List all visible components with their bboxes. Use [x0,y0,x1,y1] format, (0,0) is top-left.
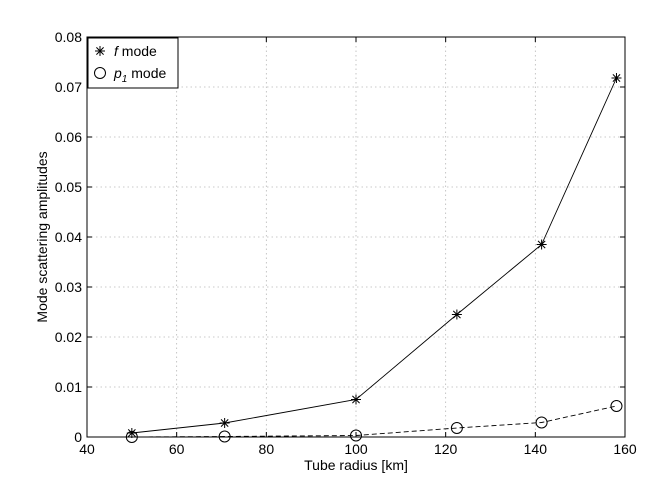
grid [87,37,625,437]
y-tick-label: 0.07 [55,79,82,95]
series-1-point [351,394,361,405]
x-tick-label: 140 [524,441,548,457]
x-tick-label: 100 [344,441,368,457]
x-tick-label: 80 [259,441,275,457]
x-tick-label: 120 [434,441,458,457]
legend-label-italic: f [114,43,120,59]
asterisk-stroke [220,419,229,427]
series-1-point [219,418,230,428]
legend-label-rest: mode [118,43,157,59]
series-line-1 [131,77,617,434]
x-axis-label: Tube radius [km] [304,457,408,473]
asterisk-stroke [96,47,104,55]
x-tick-label: 40 [79,441,95,457]
legend-label-italic: p [113,65,122,81]
y-tick-label: 0 [74,429,82,445]
series-2-point [610,400,623,412]
legend-label-1: f mode [114,43,157,59]
legend-label-2: p1 mode [113,65,166,85]
y-tick-label: 0.05 [55,179,82,195]
legend-marker-1 [95,46,105,56]
asterisk-stroke [452,310,461,319]
series-layer [125,73,623,443]
legend-label-subscript: 1 [122,74,128,85]
y-tick-label: 0.03 [55,279,82,295]
series-2-point [350,429,362,442]
asterisk-stroke [537,240,546,249]
y-tick-label: 0.04 [55,229,82,245]
x-tick-label: 160 [613,441,637,457]
series-line-2 [131,405,617,438]
series-1-point [451,309,462,320]
legend-box [87,37,179,89]
y-axis-label: Mode scattering amplitudes [34,151,50,322]
series-2-point [535,416,548,429]
legend-label-rest: mode [127,65,166,81]
y-tick-label: 0.02 [55,329,82,345]
y-tick-label: 0.06 [55,129,82,145]
tick-labels: 40 60 80 100 120 140 160 0 0.01 0.02 0.03 0.04 0.05 0… [55,29,637,457]
series-1-point [536,239,547,250]
series-2-point [450,422,463,434]
x-tick-label: 60 [169,441,185,457]
series-1-point [611,73,622,83]
y-tick-label: 0.01 [55,379,82,395]
asterisk-stroke [612,74,621,82]
y-tick-label: 0.08 [55,29,82,45]
asterisk-stroke [127,429,136,437]
asterisk-stroke [352,395,360,404]
legend-marker-2 [94,67,106,79]
